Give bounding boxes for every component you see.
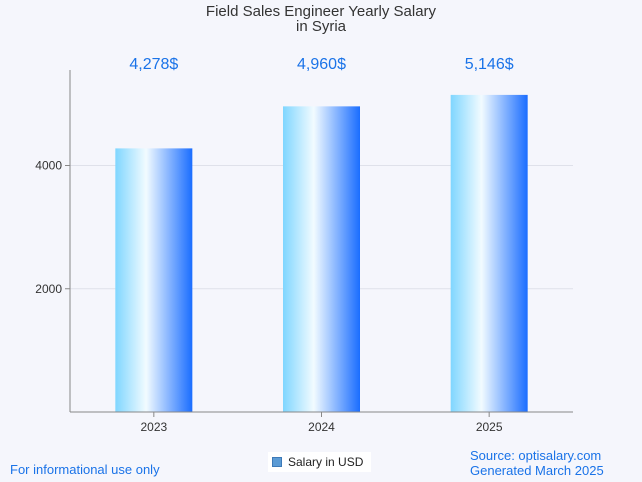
axes: 2000 4000 2023 2024 2025 — [35, 70, 573, 434]
data-labels: 4,278$ 4,960$ 5,146$ — [129, 56, 513, 73]
x-tick-label: 2025 — [476, 420, 503, 434]
x-tick-label: 2023 — [140, 420, 167, 434]
x-tick-label: 2024 — [308, 420, 335, 434]
legend: Salary in USD — [268, 452, 372, 472]
footer-source: Source: optisalary.com — [470, 448, 602, 463]
y-tick-label: 4000 — [35, 159, 62, 173]
bar-2024 — [283, 106, 360, 413]
footer-note: For informational use only — [10, 462, 160, 477]
bar-2023 — [115, 148, 193, 413]
chart-title: Field Sales Engineer Yearly Salary — [205, 3, 437, 20]
data-label: 4,960$ — [297, 56, 346, 73]
chart-subtitle: in Syria — [295, 18, 347, 35]
legend-swatch — [272, 457, 282, 467]
bar-2025 — [450, 94, 528, 412]
data-label: 4,278$ — [129, 56, 178, 73]
data-label: 5,146$ — [465, 56, 514, 73]
footer-generated: Generated March 2025 — [470, 463, 604, 478]
legend-label: Salary in USD — [288, 455, 364, 469]
bars — [115, 94, 528, 413]
y-tick-label: 2000 — [35, 282, 62, 296]
